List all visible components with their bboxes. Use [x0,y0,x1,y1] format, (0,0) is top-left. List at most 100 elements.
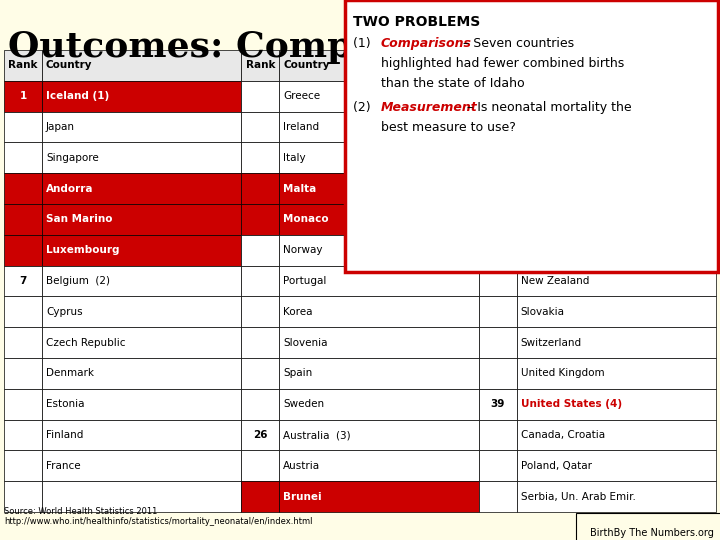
Bar [4,50,42,81]
Text: Ireland: Ireland [284,122,320,132]
Bar [241,481,279,512]
Bar [241,420,279,450]
Text: Australia  (3): Australia (3) [284,430,351,440]
Text: United Kingdom: United Kingdom [521,368,604,379]
Text: Malta: Malta [284,184,317,194]
Bar [279,296,479,327]
Bar [42,296,241,327]
Bar [42,81,241,112]
Bar [241,296,279,327]
Bar [517,420,716,450]
Bar [241,81,279,112]
Bar [241,389,279,420]
Text: Luxembourg: Luxembourg [46,245,120,255]
Text: BirthBy The Numbers.org: BirthBy The Numbers.org [590,528,714,538]
Bar [279,235,479,266]
Bar [42,327,241,358]
Text: Iceland (1): Iceland (1) [46,91,109,101]
Text: Measurement: Measurement [381,101,478,114]
Bar [345,0,718,272]
Bar [517,81,716,112]
Bar [479,143,517,173]
Bar [479,173,517,204]
Bar [42,481,241,512]
Text: 1: 1 [19,91,27,101]
Text: Czech Republic: Czech Republic [46,338,125,348]
Bar [517,296,716,327]
Bar [4,327,42,358]
Text: Rank: Rank [8,60,37,70]
Bar [517,327,716,358]
Text: New Zealand: New Zealand [521,276,589,286]
Text: Finland: Finland [46,430,84,440]
Text: Slovakia: Slovakia [521,307,564,317]
Bar [4,173,42,204]
Text: (2): (2) [353,101,379,114]
Text: Malaysia: Malaysia [521,214,567,225]
Text: Denmark: Denmark [46,368,94,379]
Text: Rank: Rank [483,60,513,70]
Text: best measure to use?: best measure to use? [381,121,516,134]
Text: Brunei: Brunei [284,491,322,502]
Bar [517,358,716,389]
Text: Lithuania: Lithuania [521,184,570,194]
Bar [279,112,479,143]
Bar [479,266,517,296]
Text: Greece: Greece [284,91,320,101]
Text: 39: 39 [490,399,505,409]
Bar [42,143,241,173]
Text: Sweden: Sweden [284,399,325,409]
Bar [517,389,716,420]
Bar [42,358,241,389]
Bar [479,420,517,450]
Text: Estonia: Estonia [46,399,84,409]
Bar [479,389,517,420]
Bar [279,50,479,81]
Text: 26: 26 [253,430,268,440]
Bar [42,50,241,81]
Text: Belgium  (2): Belgium (2) [46,276,110,286]
Text: Country: Country [521,60,567,70]
Bar [241,235,279,266]
Bar [517,143,716,173]
Text: Country: Country [46,60,92,70]
Text: – Is neonatal mortality the: – Is neonatal mortality the [463,101,631,114]
Bar [517,173,716,204]
Text: Korea: Korea [284,307,312,317]
Text: Monaco: Monaco [284,214,329,225]
Bar [279,204,479,235]
Bar [42,266,241,296]
Bar [241,450,279,481]
Bar [279,450,479,481]
Bar [479,327,517,358]
Bar [279,389,479,420]
Bar [479,296,517,327]
Text: Netherlands: Netherlands [521,245,585,255]
Bar [279,358,479,389]
Bar [479,481,517,512]
Text: Norway: Norway [284,245,323,255]
Text: Canada, Croatia: Canada, Croatia [521,430,605,440]
Text: Slovenia: Slovenia [284,338,328,348]
Text: Cyprus: Cyprus [46,307,83,317]
Bar [42,450,241,481]
Bar [279,327,479,358]
Bar [42,204,241,235]
Text: highlighted had fewer combined births: highlighted had fewer combined births [381,57,624,70]
Bar [241,50,279,81]
Text: France: France [46,461,81,471]
Bar [4,81,42,112]
Bar [517,481,716,512]
Text: Serbia, Un. Arab Emir.: Serbia, Un. Arab Emir. [521,491,636,502]
Bar [279,173,479,204]
Text: than the state of Idaho: than the state of Idaho [381,77,525,90]
Bar [4,296,42,327]
Bar [4,204,42,235]
Bar [479,204,517,235]
Bar [42,112,241,143]
Text: Israel: Israel [521,91,549,101]
Bar [4,143,42,173]
Bar [517,112,716,143]
Bar [479,112,517,143]
Bar [4,450,42,481]
